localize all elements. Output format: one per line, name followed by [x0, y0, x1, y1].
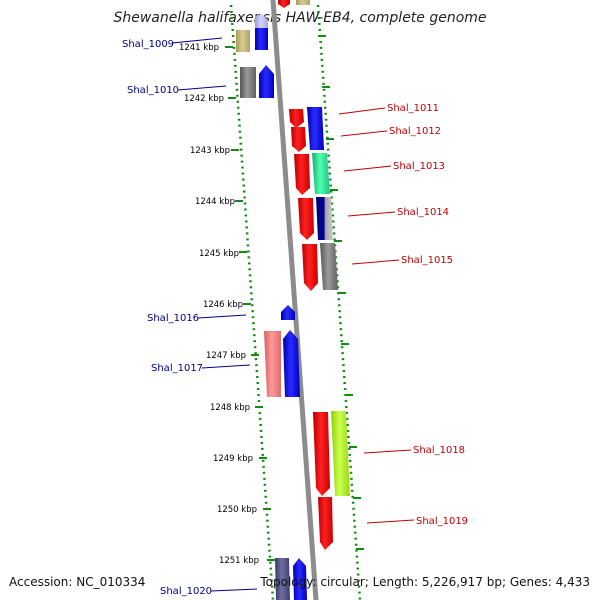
gene-arrow[interactable] — [320, 243, 338, 290]
genome-summary-text: Topology: circular; Length: 5,226,917 bp… — [260, 575, 590, 589]
gene-label[interactable]: Shal_1020 — [160, 586, 212, 597]
map-title: Shewanella halifaxensis HAW-EB4, complet… — [113, 10, 487, 26]
gene-label[interactable]: Shal_1016 — [147, 313, 199, 324]
gene-arrow[interactable] — [283, 330, 300, 397]
tick-marks — [225, 35, 364, 561]
tick-label: 1249 kbp — [213, 454, 253, 464]
gene-label[interactable]: Shal_1011 — [387, 103, 439, 114]
gene-label[interactable]: Shal_1010 — [127, 85, 179, 96]
gene-label[interactable]: Shal_1014 — [397, 207, 449, 218]
genome-backbone — [270, 0, 319, 600]
tick-label: 1246 kbp — [203, 300, 243, 310]
gene-label[interactable]: Shal_1012 — [389, 126, 441, 137]
forward-strand-genes — [278, 0, 350, 550]
tick-label: 1247 kbp — [206, 351, 246, 361]
tick-label: 1250 kbp — [217, 505, 257, 515]
gene-labels: Shal_1009 Shal_1010 Shal_1016 Shal_1017 … — [122, 39, 468, 597]
gene-arrow[interactable] — [316, 197, 333, 240]
gene-arrow[interactable] — [313, 412, 330, 496]
gene-arrow[interactable] — [264, 331, 281, 397]
tick-label: 1243 kbp — [190, 146, 230, 156]
gene-arrow[interactable] — [281, 305, 295, 320]
gene-arrow[interactable] — [318, 497, 333, 550]
gene-arrow[interactable] — [275, 558, 290, 600]
gene-arrow[interactable] — [289, 109, 304, 128]
gene-arrow[interactable] — [312, 153, 330, 194]
gene-arrow[interactable] — [331, 411, 350, 496]
tick-label: 1244 kbp — [195, 197, 235, 207]
tick-label: 1241 kbp — [179, 43, 219, 53]
gene-label[interactable]: Shal_1018 — [413, 445, 465, 456]
gene-arrow[interactable] — [302, 244, 318, 291]
accession-text: Accession: NC_010334 — [9, 575, 146, 589]
gene-arrow[interactable] — [294, 154, 310, 195]
gene-label[interactable]: Shal_1013 — [393, 161, 445, 172]
gene-arrow[interactable] — [307, 107, 324, 150]
reverse-strand-genes — [236, 14, 307, 600]
gene-arrow[interactable] — [298, 198, 314, 240]
label-leaders — [171, 37, 415, 592]
gene-label[interactable]: Shal_1019 — [416, 516, 468, 527]
tick-label: 1251 kbp — [219, 556, 259, 566]
gene-label[interactable]: Shal_1015 — [401, 255, 453, 266]
tick-label: 1248 kbp — [210, 403, 250, 413]
gene-arrow[interactable] — [293, 558, 307, 600]
tick-label: 1245 kbp — [199, 249, 239, 259]
gene-label[interactable]: Shal_1017 — [151, 363, 203, 374]
tick-labels: 1241 kbp 1242 kbp 1243 kbp 1244 kbp 1245… — [179, 43, 259, 566]
gene-arrow[interactable] — [255, 28, 268, 50]
gene-arrow[interactable] — [296, 0, 310, 5]
gene-arrow[interactable] — [240, 67, 256, 98]
gene-arrow[interactable] — [236, 30, 250, 52]
gene-arrow[interactable] — [291, 127, 306, 152]
tick-label: 1242 kbp — [184, 94, 224, 104]
gene-label[interactable]: Shal_1009 — [122, 39, 174, 50]
gene-arrow[interactable] — [278, 0, 290, 8]
gene-arrow[interactable] — [259, 65, 274, 98]
